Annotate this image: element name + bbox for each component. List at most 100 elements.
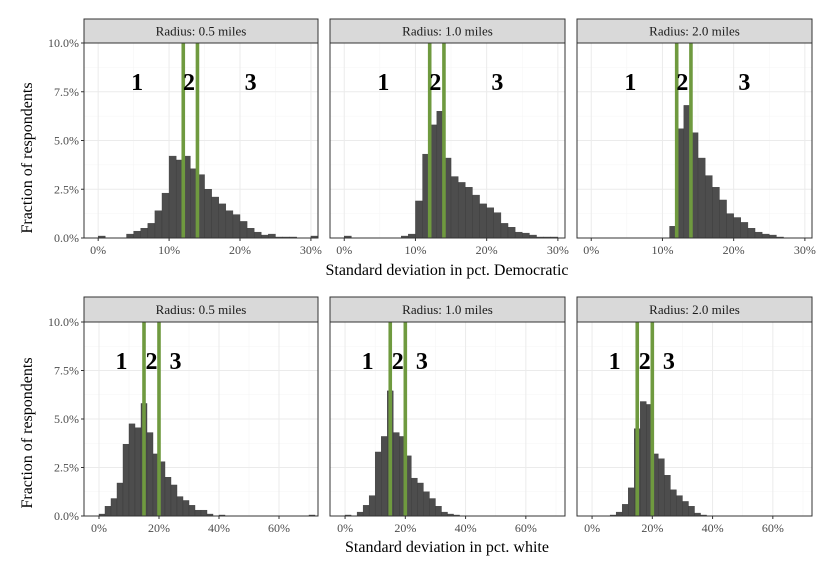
- histogram-bar: [176, 496, 184, 517]
- histogram-bar: [472, 194, 480, 239]
- panel-white-radius-1-0: Radius: 1.0 miles 1 2 3 0% 20% 40% 60%: [329, 296, 566, 535]
- histogram-bar: [188, 505, 196, 517]
- region-label-2: 2: [676, 70, 688, 96]
- histogram-bar: [415, 200, 423, 239]
- histogram-bar: [170, 484, 178, 517]
- x-tick-label: 20%: [723, 243, 745, 257]
- histogram-bar: [154, 210, 163, 239]
- histogram-bar: [164, 477, 172, 517]
- histogram-bar: [747, 228, 756, 239]
- x-tick-label: 60%: [762, 521, 784, 535]
- facet-strip-label: Radius: 0.5 miles: [156, 24, 247, 39]
- panel-white-radius-2-0: Radius: 2.0 miles 1 2 3 0% 20% 40% 60%: [576, 296, 813, 535]
- row2-x-axis-title: Standard deviation in pct. white: [345, 539, 549, 556]
- histogram-bar: [268, 233, 276, 239]
- histogram-bar: [200, 509, 208, 517]
- x-tick-label: 0%: [91, 521, 107, 535]
- histogram-bar: [147, 223, 156, 239]
- region-label-1: 1: [131, 70, 143, 96]
- histogram-bar: [450, 176, 459, 239]
- panel-border: [329, 321, 566, 517]
- panel-border: [576, 321, 813, 517]
- histogram-bar: [133, 230, 141, 239]
- x-tick-label: 20%: [394, 521, 416, 535]
- histogram-bar: [688, 506, 695, 517]
- x-tick-label: 0%: [90, 243, 106, 257]
- region-label-1: 1: [624, 70, 636, 96]
- histogram-bar: [761, 233, 770, 239]
- histogram-bar: [116, 482, 124, 517]
- histogram-bar: [161, 192, 170, 239]
- histogram-bar: [479, 203, 487, 239]
- histogram-bar: [682, 501, 689, 517]
- x-tick-label: 0%: [583, 243, 599, 257]
- region-label-1: 1: [377, 70, 389, 96]
- x-tick-label: 60%: [268, 521, 290, 535]
- histogram-bar: [239, 221, 248, 239]
- histogram-bar: [211, 196, 219, 239]
- y-tick-label: 2.5%: [54, 461, 79, 475]
- region-label-2: 2: [183, 70, 195, 96]
- region-label-3: 3: [245, 70, 257, 96]
- histogram-bar: [374, 451, 382, 517]
- histogram-bar: [522, 232, 530, 239]
- y-tick-label: 10.0%: [48, 36, 79, 50]
- histogram-bar: [754, 231, 763, 239]
- histogram-bar: [134, 427, 142, 517]
- x-tick-label: 30%: [547, 243, 569, 257]
- x-tick-label: 30%: [300, 243, 322, 257]
- histogram-bar: [726, 213, 734, 239]
- histogram-bar: [628, 487, 635, 517]
- y-tick-label: 2.5%: [54, 182, 79, 196]
- y-tick-label: 0.0%: [54, 509, 79, 523]
- y-tick-label: 0.0%: [54, 231, 79, 245]
- histogram-bar: [128, 423, 136, 517]
- histogram-bar: [168, 155, 177, 239]
- histogram-bar: [697, 157, 706, 239]
- region-label-3: 3: [738, 70, 750, 96]
- histogram-bar: [640, 401, 647, 517]
- histogram-bar: [253, 231, 262, 239]
- histogram-bar: [676, 495, 683, 517]
- histogram-bar: [435, 506, 442, 517]
- y-tick-label: 7.5%: [54, 364, 79, 378]
- x-tick-label: 60%: [515, 521, 537, 535]
- histogram-bar: [664, 475, 671, 517]
- histogram-bar: [704, 175, 713, 239]
- region-label-1: 1: [609, 349, 621, 375]
- histogram-bar: [232, 214, 241, 239]
- histogram-bar: [423, 491, 430, 517]
- facet-strip-label: Radius: 1.0 miles: [402, 24, 493, 39]
- row1-y-axis-title: Fraction of respondents: [19, 82, 36, 233]
- region-label-1: 1: [362, 349, 374, 375]
- panel-border: [329, 42, 566, 239]
- histogram-bar: [507, 227, 516, 239]
- facet-strip-label: Radius: 2.0 miles: [649, 24, 740, 39]
- histogram-bar: [110, 498, 118, 517]
- histogram-bar: [429, 498, 436, 517]
- y-tick-label: 7.5%: [54, 85, 79, 99]
- histogram-bar: [493, 212, 502, 239]
- histogram-bar: [393, 432, 400, 517]
- x-tick-label: 20%: [148, 521, 170, 535]
- histogram-bar: [719, 199, 727, 239]
- histogram-bar: [146, 432, 154, 517]
- histogram-bar: [441, 511, 448, 517]
- histogram-bar: [500, 223, 509, 239]
- facet-strip: [329, 18, 566, 44]
- histogram-bar: [182, 500, 190, 517]
- x-tick-label: 0%: [336, 243, 352, 257]
- histogram-bar: [140, 228, 149, 239]
- x-tick-label: 40%: [455, 521, 477, 535]
- histogram-bar: [122, 444, 130, 517]
- histogram-bar: [417, 482, 424, 517]
- histogram-bar: [356, 511, 364, 517]
- region-label-2: 2: [392, 349, 404, 375]
- histogram-bar: [225, 210, 234, 239]
- histogram-bar: [733, 217, 741, 239]
- y-tick-label: 5.0%: [54, 134, 79, 148]
- histogram-bar: [670, 489, 677, 517]
- row2-y-axis-title: Fraction of respondents: [19, 357, 36, 508]
